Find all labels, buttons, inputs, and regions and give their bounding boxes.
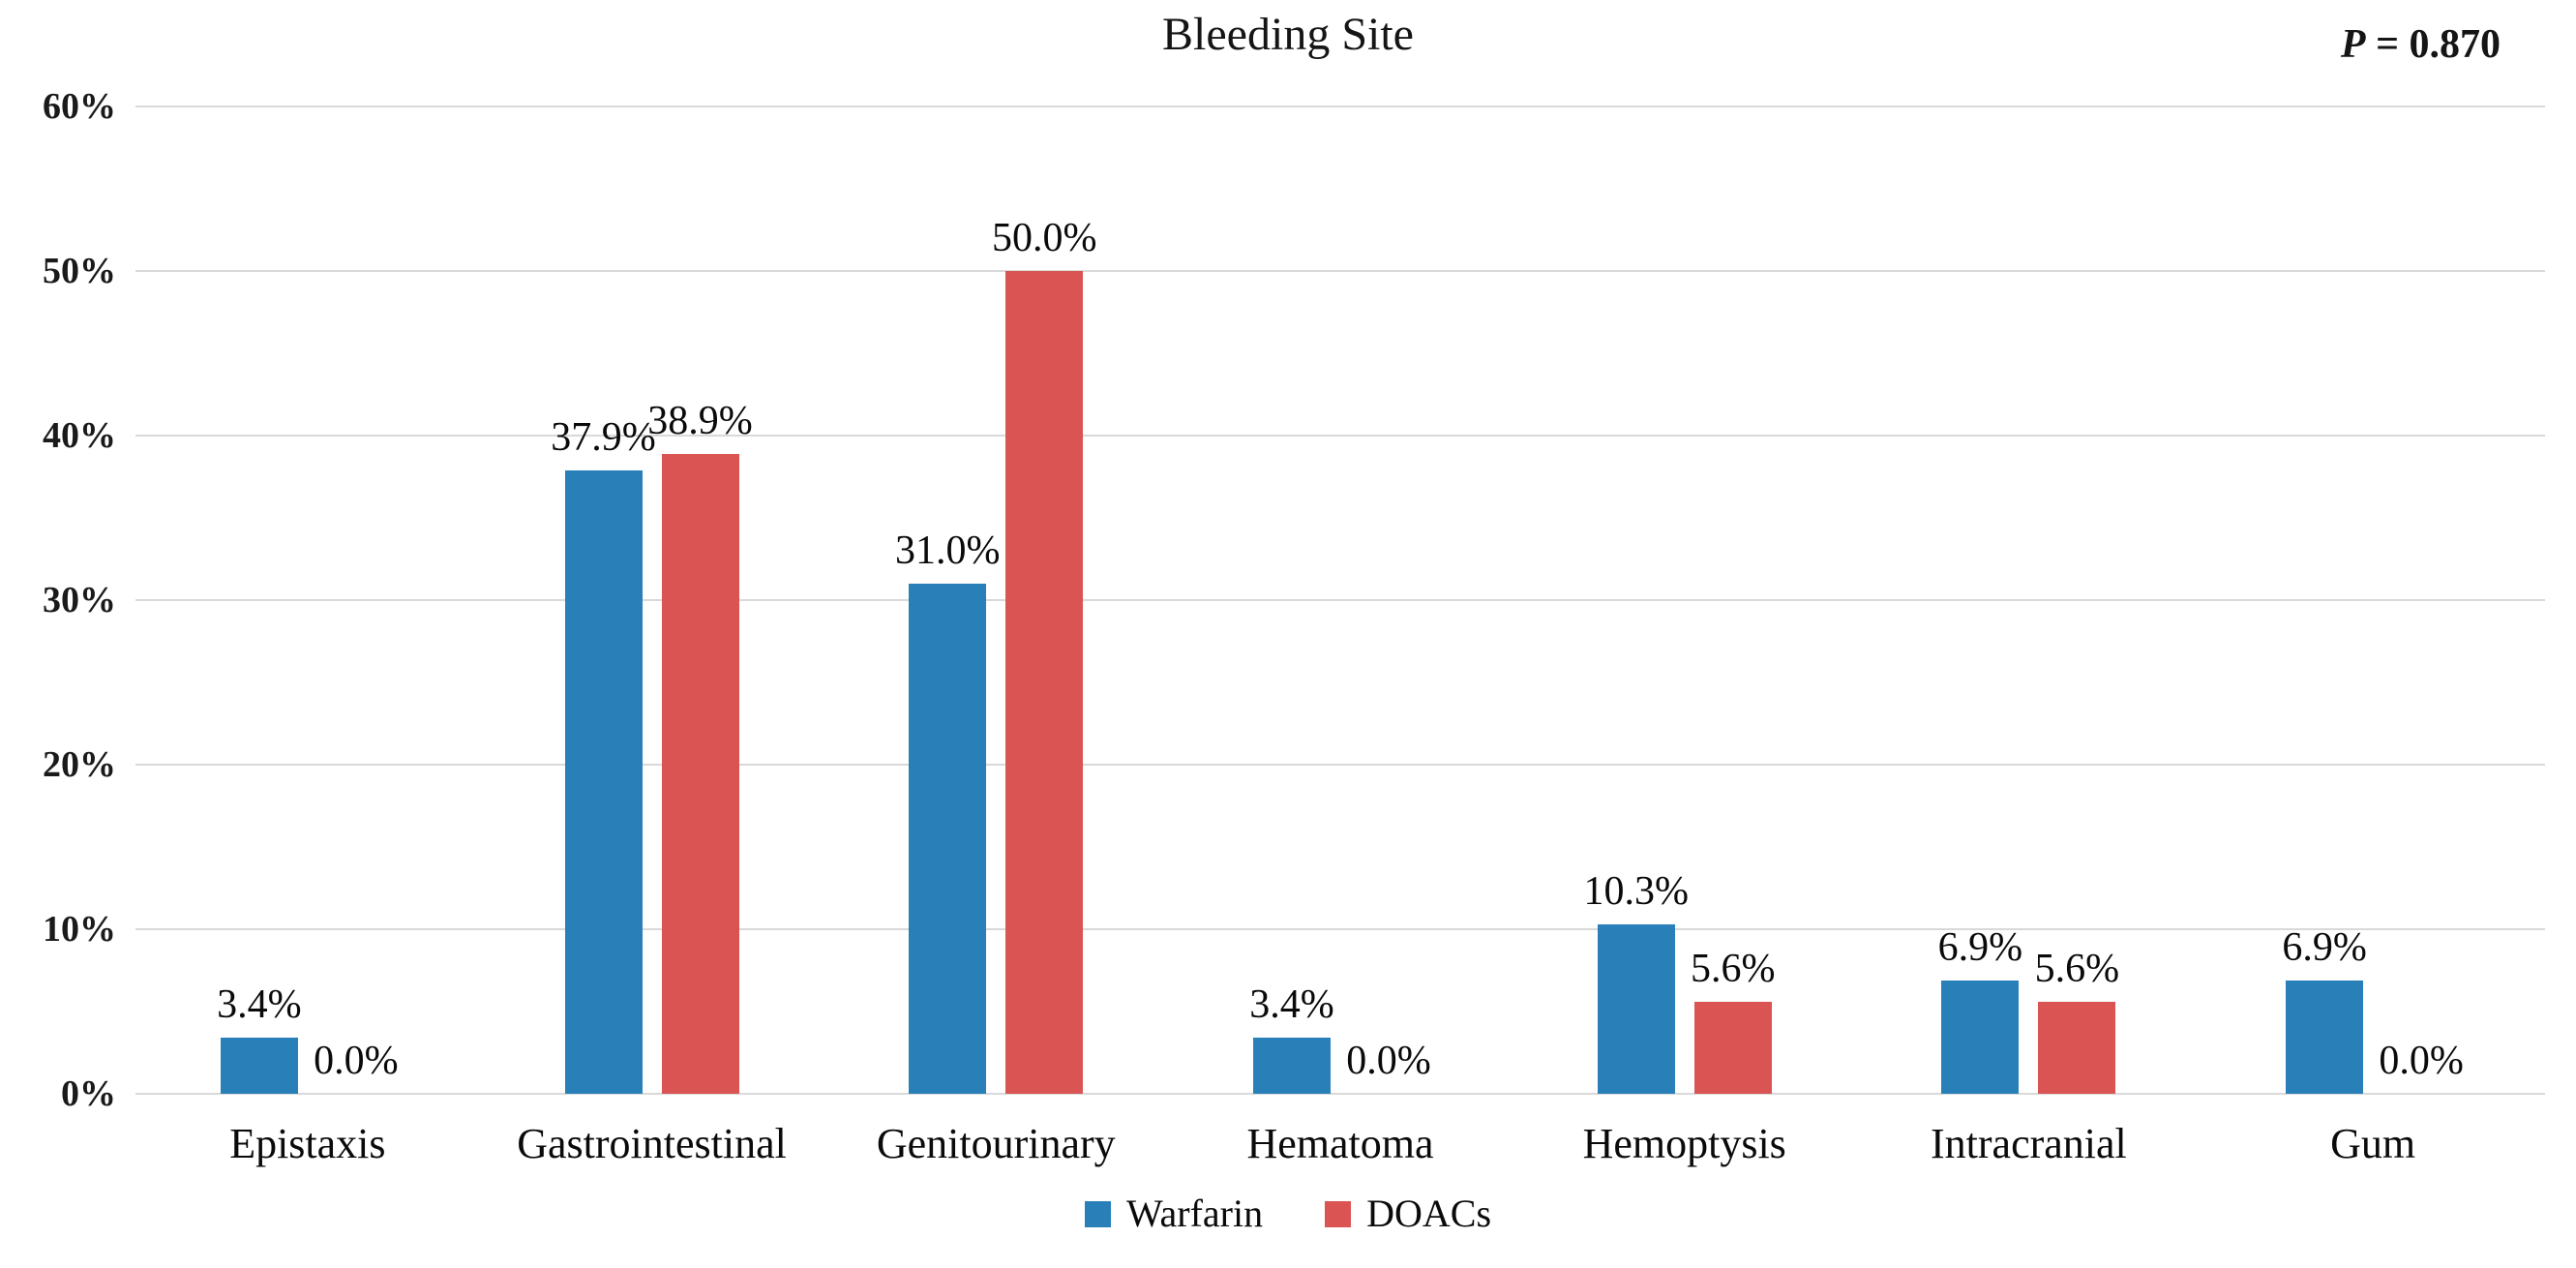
legend-label-warfarin: Warfarin [1125, 1192, 1264, 1235]
value-label-warfarin-epistaxis: 3.4% [217, 982, 302, 1028]
x-axis-label-epistaxis: Epistaxis [229, 1120, 386, 1167]
bar-warfarin-hemoptysis [1597, 923, 1675, 1094]
p-value-symbol: P [2340, 22, 2366, 67]
value-label-doacs-genitourinary: 50.0% [992, 216, 1097, 260]
gridline-60 [135, 106, 2545, 107]
legend-label-doacs: DOACs [1366, 1192, 1492, 1235]
bar-warfarin-intracranial [1941, 980, 2020, 1094]
value-label-doacs-epistaxis: 0.0% [314, 1039, 399, 1083]
bar-warfarin-genitourinary [909, 584, 987, 1094]
bar-group-hematoma: 3.4% 0.0% Hematoma [1168, 106, 1513, 1166]
bar-group-gum: 6.9% 0.0% Gum [2201, 106, 2545, 1167]
gridline-50 [135, 270, 2545, 272]
y-axis: 0% 10% 20% 30% 40% 50% 60% [0, 88, 116, 1112]
value-label-doacs-intracranial: 5.6% [2034, 946, 2120, 991]
value-label-doacs-gastrointestinal: 38.9% [647, 398, 753, 443]
y-axis-tick-label: 30% [43, 580, 116, 620]
bar-warfarin-epistaxis [220, 1038, 298, 1094]
bar-warfarin-hematoma [1252, 1038, 1331, 1094]
x-axis-label-gum: Gum [2330, 1120, 2416, 1167]
x-axis-label-gastrointestinal: Gastrointestinal [517, 1120, 787, 1167]
legend-item-warfarin: Warfarin [1084, 1192, 1264, 1235]
bar-doacs-genitourinary [1005, 271, 1084, 1094]
legend-swatch-doacs [1325, 1200, 1352, 1227]
y-axis-tick-label: 10% [43, 909, 116, 950]
bar-group-intracranial: 6.9% 5.6% Intracranial [1857, 106, 2202, 1167]
y-axis-tick-label: 60% [43, 86, 116, 127]
x-axis-label-intracranial: Intracranial [1931, 1120, 2127, 1167]
gridline-0 [135, 1093, 2545, 1095]
value-label-warfarin-hematoma: 3.4% [1249, 982, 1334, 1028]
value-label-warfarin-gastrointestinal: 37.9% [551, 414, 656, 460]
p-value-number: = 0.870 [2365, 22, 2501, 67]
x-axis-label-hematoma: Hematoma [1246, 1120, 1434, 1167]
bar-doacs-intracranial [2038, 1001, 2116, 1094]
value-label-warfarin-hemoptysis: 10.3% [1583, 868, 1689, 914]
p-value-annotation: P = 0.870 [2341, 21, 2501, 68]
y-axis-tick-label: 40% [43, 415, 116, 456]
y-axis-tick-label: 0% [61, 1073, 116, 1114]
bar-warfarin-gum [2286, 980, 2364, 1094]
gridline-40 [135, 435, 2545, 437]
x-axis-label-hemoptysis: Hemoptysis [1582, 1120, 1786, 1167]
value-label-doacs-hematoma: 0.0% [1346, 1039, 1431, 1083]
value-label-warfarin-intracranial: 6.9% [1937, 924, 2023, 970]
gridline-10 [135, 928, 2545, 930]
gridline-20 [135, 764, 2545, 766]
bar-warfarin-gastrointestinal [564, 469, 643, 1094]
bar-group-epistaxis: 3.4% 0.0% Epistaxis [135, 106, 480, 1166]
x-axis-label-genitourinary: Genitourinary [876, 1120, 1116, 1167]
legend-swatch-warfarin [1084, 1200, 1111, 1227]
value-label-warfarin-gum: 6.9% [2282, 924, 2367, 970]
chart-title: Bleeding Site [1162, 9, 1414, 60]
value-label-warfarin-genitourinary: 31.0% [895, 528, 1001, 573]
value-label-doacs-gum: 0.0% [2379, 1039, 2464, 1083]
bar-group-hemoptysis: 10.3% 5.6% Hemoptysis [1513, 106, 1857, 1167]
bar-doacs-gastrointestinal [661, 453, 739, 1094]
legend-item-doacs: DOACs [1325, 1193, 1491, 1235]
gridline-30 [135, 599, 2545, 601]
bar-group-genitourinary: 31.0% 50.0% Genitourinary [824, 106, 1168, 1167]
y-axis-tick-label: 50% [43, 251, 116, 291]
value-label-doacs-hemoptysis: 5.6% [1690, 946, 1776, 991]
legend: Warfarin DOACs [0, 1193, 2576, 1235]
plot-area: 3.4% 0.0% Epistaxis 37.9% 38.9% Gastrointesti… [135, 106, 2545, 1167]
y-axis-tick-label: 20% [43, 744, 116, 785]
bar-group-gastrointestinal: 37.9% 38.9% Gastrointestinal [480, 106, 824, 1167]
bar-doacs-hemoptysis [1693, 1001, 1772, 1094]
